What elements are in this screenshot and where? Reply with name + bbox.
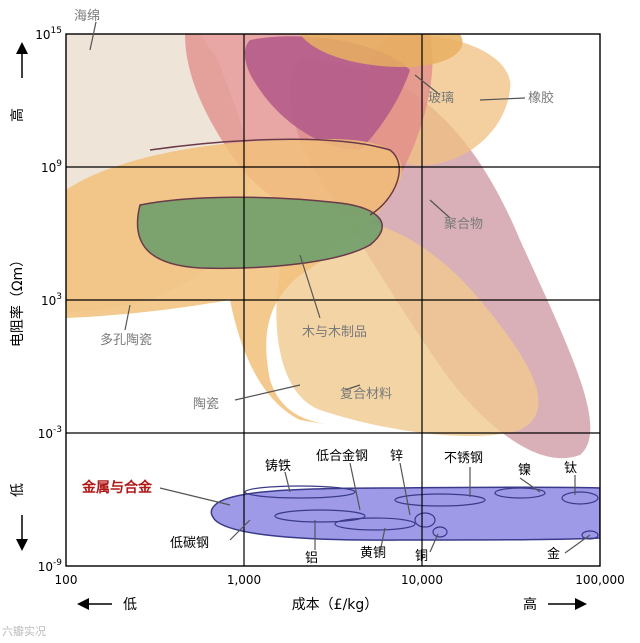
y-tick-label: 10-9 — [38, 558, 63, 574]
y-tick-label: 109 — [41, 159, 62, 175]
y-tick-label: 10-3 — [38, 425, 62, 441]
metal-sub-ellipses — [244, 485, 599, 540]
y-low-label: 低 — [10, 483, 26, 497]
label-ceramics: 陶瓷 — [193, 396, 219, 412]
x-tick-label: 100,000 — [575, 573, 625, 587]
label-aluminium: 铝 — [305, 551, 318, 566]
plot-border — [65, 33, 601, 567]
leader-lines — [89, 21, 591, 554]
label-zinc: 锌 — [390, 449, 403, 464]
label-rubber: 橡胶 — [528, 90, 554, 106]
label-porous-ceramics: 多孔陶瓷 — [100, 332, 152, 348]
grid — [66, 34, 600, 566]
label-wood: 木与木制品 — [302, 325, 367, 340]
label-titanium: 钛 — [564, 461, 577, 476]
x-high-label: 高 — [523, 596, 537, 613]
y-axis-label: 电阻率（Ωm） — [9, 253, 26, 347]
label-low-alloy-steel: 低合金钢 — [316, 448, 368, 464]
x-tick-label: 1,000 — [227, 573, 261, 587]
label-cast-iron: 铸铁 — [265, 458, 291, 474]
label-gold: 金 — [547, 546, 560, 562]
x-tick-label: 10,000 — [401, 573, 443, 587]
region-composites — [276, 219, 539, 437]
label-glass: 玻璃 — [428, 91, 454, 106]
region-glass-inner — [244, 36, 410, 150]
y-tick-label: 1015 — [35, 26, 62, 42]
label-brass: 黄铜 — [360, 546, 386, 561]
label-nickel: 镍 — [518, 463, 531, 478]
x-tick-labels: 100 1,000 10,000 100,000 — [55, 573, 625, 587]
watermark: 六瓣实况 — [2, 625, 46, 638]
y-tick-labels: 1015 109 103 10-3 10-9 — [35, 26, 62, 574]
label-composites: 复合材料 — [340, 387, 392, 402]
label-foam: 海绵 — [74, 9, 100, 24]
label-polymers: 聚合物 — [444, 217, 483, 232]
y-tick-label: 103 — [41, 292, 62, 308]
x-low-label: 低 — [123, 597, 137, 613]
label-metals: 金属与合金 — [81, 479, 153, 496]
label-mild-steel: 低碳钢 — [170, 536, 209, 551]
region-wood — [137, 197, 383, 269]
x-tick-label: 100 — [55, 573, 78, 587]
y-high-label: 高 — [9, 108, 26, 122]
label-stainless-steel: 不锈钢 — [444, 451, 483, 466]
label-copper: 铜 — [415, 549, 428, 564]
x-axis-label: 成本（£/kg） — [292, 597, 379, 613]
